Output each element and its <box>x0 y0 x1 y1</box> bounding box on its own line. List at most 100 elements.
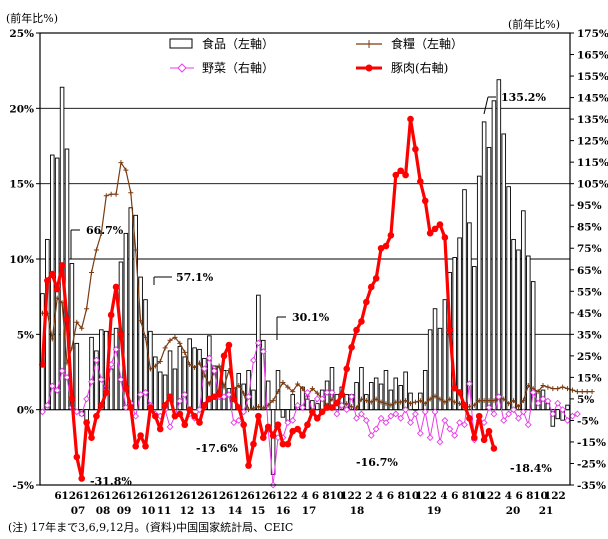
x-tick-label: 6 <box>312 490 319 502</box>
pork-point <box>156 425 164 433</box>
pork-point <box>382 242 390 250</box>
grain-point <box>412 399 418 405</box>
x-tick-label: 12 <box>415 490 430 502</box>
vegetable-point <box>573 410 581 418</box>
grain-point <box>54 295 60 301</box>
pork-point <box>397 167 404 175</box>
vegetable-point <box>343 406 351 414</box>
pork-point <box>318 408 326 416</box>
food-bar <box>393 377 399 411</box>
vegetable-point <box>362 416 370 424</box>
x-tick-label: 12 <box>340 490 355 502</box>
vegetable-point <box>387 412 395 420</box>
x-tick-label: 12 <box>276 490 291 502</box>
grain-point <box>275 389 281 395</box>
pork-point <box>348 343 355 351</box>
vegetable-point <box>485 404 493 411</box>
x-tick-label: 12 <box>233 490 248 502</box>
pork-point <box>73 453 81 461</box>
legend-food-swatch <box>169 38 193 49</box>
grain-point <box>89 270 95 276</box>
grain-point <box>486 398 492 404</box>
food-bar <box>329 367 335 411</box>
x-year-label: 08 <box>96 505 111 517</box>
food-bar <box>167 350 173 411</box>
legend-grain-label: 食糧（左軸） <box>391 36 463 51</box>
vegetable-point <box>132 412 140 420</box>
right-unit-label: (前年比%) <box>508 17 560 31</box>
x-tick-label: 6 <box>76 490 83 502</box>
legend-food-label: 食品（左軸） <box>202 36 274 51</box>
pork-point <box>485 427 493 435</box>
grain-point <box>579 389 585 395</box>
grain-point <box>363 398 369 404</box>
vegetable-point <box>88 378 95 386</box>
vegetable-point <box>73 408 81 416</box>
x-tick-label: 12 <box>254 490 269 502</box>
food-bar <box>108 368 114 411</box>
food-bar <box>403 371 408 411</box>
grain-point <box>560 384 566 390</box>
annotation-pork-trough-2009: -31.8% <box>90 475 132 488</box>
food-bars <box>40 79 570 475</box>
grain-point <box>442 399 448 405</box>
grain-point <box>584 389 590 395</box>
grain-point <box>300 386 306 392</box>
x-year-label: 14 <box>228 505 243 517</box>
x-tick-label: 8 <box>526 490 533 502</box>
grain-point <box>255 404 261 410</box>
vegetable-point <box>58 367 66 375</box>
pork-point <box>58 262 66 269</box>
food-bar <box>153 356 158 411</box>
pork-point <box>426 229 434 237</box>
x-tick-label: 6 <box>247 490 254 502</box>
pork-point <box>147 404 154 411</box>
left-tick-label: 5% <box>17 329 34 341</box>
grain-point <box>457 401 463 407</box>
x-year-label: 10 <box>141 505 156 517</box>
food-bar <box>427 329 433 411</box>
pork-point <box>431 225 439 233</box>
grain-point <box>167 337 173 343</box>
grain-point <box>172 334 178 340</box>
pork-point <box>328 404 336 411</box>
x-tick-label: 12 <box>212 490 227 502</box>
vegetable-point <box>240 408 248 416</box>
grain-point <box>108 191 114 197</box>
grain-point <box>589 389 595 395</box>
food-bar <box>138 276 143 411</box>
grain-point <box>285 384 291 390</box>
food-bar <box>506 186 511 411</box>
pork-point <box>269 432 277 439</box>
right-tick-label: 165% <box>577 50 608 62</box>
grain-point <box>250 405 256 411</box>
food-bar <box>64 148 70 411</box>
grain-point <box>373 396 379 402</box>
grain-point <box>358 396 364 402</box>
vegetable-point <box>250 356 257 364</box>
vegetable-point <box>402 406 410 414</box>
pork-point <box>407 115 414 123</box>
food-bar <box>555 409 560 420</box>
grain-point <box>206 381 212 387</box>
vegetable-point <box>304 389 311 396</box>
grain-point <box>354 405 360 411</box>
pork-point <box>88 434 95 441</box>
food-bar <box>157 371 163 411</box>
grain-point <box>103 193 109 199</box>
right-tick-label: 25% <box>577 351 602 363</box>
pork-point <box>343 365 351 373</box>
food-bar <box>133 214 138 411</box>
food-bar <box>467 222 472 411</box>
food-bar <box>256 294 261 411</box>
vegetable-point <box>333 410 341 418</box>
pork-point <box>358 318 365 325</box>
pork-point <box>98 402 105 409</box>
vegetable-point <box>63 373 71 381</box>
x-tick-label: 12 <box>83 490 98 502</box>
grain-point <box>432 393 438 399</box>
right-tick-label: 35% <box>577 329 602 341</box>
food-bar <box>368 382 374 411</box>
pork-point <box>466 414 473 422</box>
x-year-label: 07 <box>71 505 86 517</box>
